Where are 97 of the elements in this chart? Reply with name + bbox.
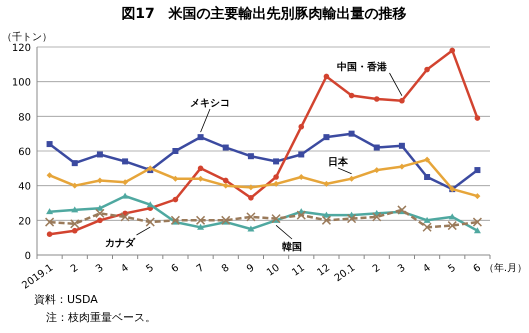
x-tick-label: 6 [472, 262, 484, 276]
x-tick-label: 12 [315, 262, 332, 279]
point [273, 174, 279, 180]
x-tick-label: 3 [396, 262, 408, 276]
point [196, 216, 206, 226]
y-tick-label: 80 [18, 112, 31, 124]
point [95, 208, 105, 218]
y-tick-label: 40 [18, 182, 31, 193]
point [449, 48, 456, 54]
point [46, 141, 53, 148]
x-tick-label: 4 [119, 262, 131, 276]
point [46, 208, 54, 214]
x-tick-label: 5 [144, 262, 156, 276]
x-tick-label: 3 [94, 262, 106, 276]
point [474, 115, 480, 121]
point [346, 214, 356, 224]
x-tick-label: 6 [170, 262, 182, 276]
x-tick-label: 8 [220, 262, 232, 276]
point [424, 156, 430, 163]
point [198, 134, 204, 140]
series-label: 韓国 [282, 241, 302, 253]
y-tick-label: 60 [18, 147, 31, 158]
text: 資料：USDA [34, 293, 98, 306]
y-tick-label: 120 [12, 43, 31, 54]
point [44, 217, 54, 227]
point [122, 158, 128, 164]
x-tick-label: 2 [370, 262, 382, 276]
series-label: カナダ [105, 237, 136, 249]
point [296, 210, 306, 220]
y-tick-label: 20 [18, 216, 31, 228]
y-tick-label: 100 [12, 78, 31, 89]
point [298, 151, 304, 158]
point [221, 216, 230, 226]
point [72, 160, 78, 166]
point [298, 124, 304, 130]
point [172, 148, 178, 154]
point [72, 182, 78, 189]
point [472, 217, 482, 227]
point [474, 227, 481, 234]
x-tick-label: 20.1 [332, 262, 358, 284]
point [170, 216, 180, 226]
point [248, 153, 254, 160]
point [322, 216, 332, 226]
point [198, 166, 204, 172]
point [399, 98, 405, 104]
point [146, 217, 155, 227]
point [348, 92, 354, 98]
point [197, 224, 204, 230]
x-tick-label: 7 [194, 262, 206, 276]
point [474, 167, 480, 174]
point [97, 218, 103, 224]
point [246, 212, 256, 222]
x-tick-label: 2 [68, 262, 80, 276]
x-tick-label: 5 [446, 262, 458, 276]
point [70, 219, 80, 229]
x-tick-label: 11 [290, 262, 307, 279]
point [374, 144, 380, 151]
point [273, 158, 280, 164]
point [374, 96, 380, 102]
point [247, 226, 254, 232]
point [222, 178, 229, 184]
chart-title: 図17 米国の主要輸出先別豚肉輸出量の推移 [121, 5, 407, 22]
point [397, 205, 407, 215]
point [323, 134, 330, 140]
y-axis-title: （千トン） [2, 31, 52, 43]
point [448, 220, 457, 230]
point [398, 142, 405, 149]
point [222, 144, 229, 151]
text: メキシコ [190, 98, 230, 109]
x-tick-label: 9 [245, 262, 257, 276]
point [122, 192, 129, 199]
point [271, 214, 281, 224]
point [474, 193, 480, 200]
point [348, 176, 355, 182]
x-axis-title: （年.月） [484, 262, 527, 274]
point [46, 172, 53, 178]
point [424, 66, 430, 72]
text: 注：枝肉重量ベース。 [46, 311, 156, 324]
point [372, 212, 382, 222]
x-tick-label: 10 [265, 262, 282, 279]
point [424, 216, 431, 223]
y-tick-label: 0 [24, 251, 31, 262]
point [298, 174, 304, 180]
point [422, 222, 432, 232]
point [120, 212, 130, 222]
point [172, 196, 178, 202]
point [324, 74, 330, 80]
series-label: 日本 [328, 156, 349, 168]
series-label: 中国・香港 [337, 61, 388, 73]
point [46, 231, 52, 237]
point [96, 151, 103, 158]
point [72, 228, 78, 234]
point [248, 195, 254, 201]
point [71, 206, 78, 212]
x-tick-label: 4 [421, 262, 433, 276]
point [348, 130, 355, 137]
point [424, 174, 430, 180]
